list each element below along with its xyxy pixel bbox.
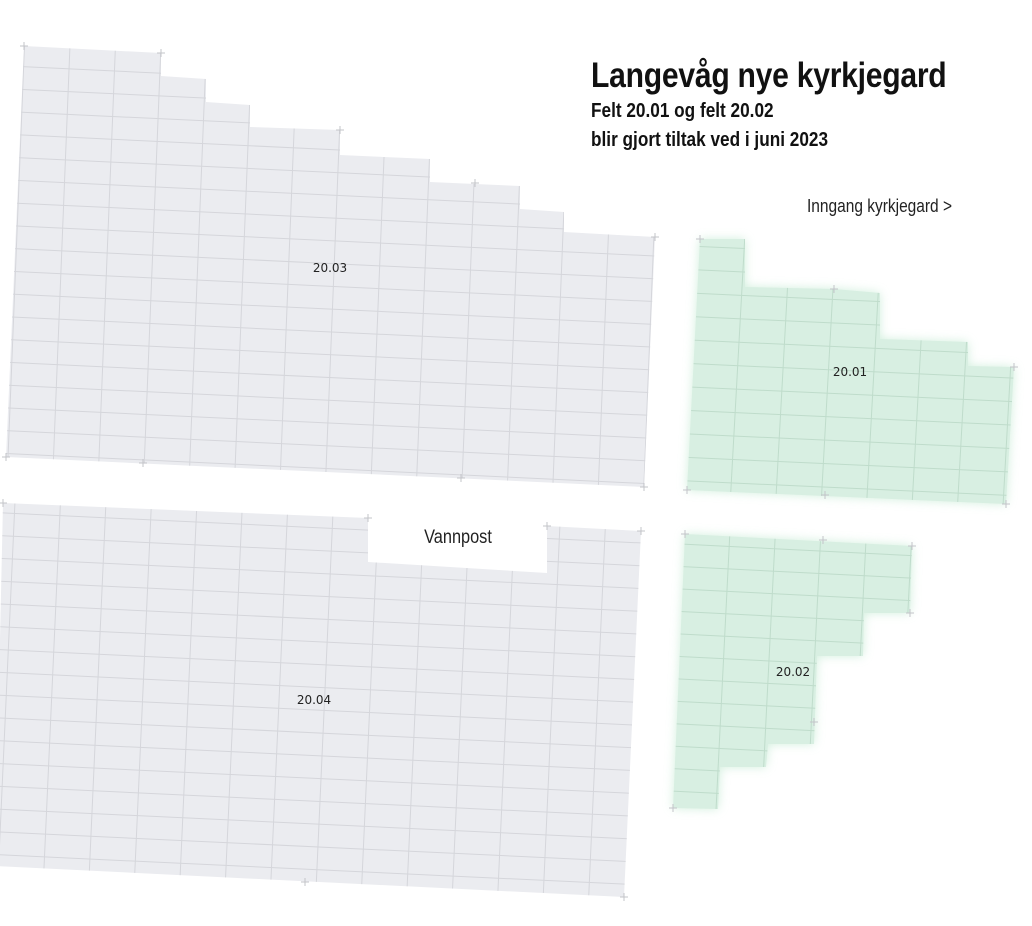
grid-line — [687, 337, 1014, 356]
grid-line — [0, 579, 641, 613]
grid-line — [687, 431, 1014, 450]
grid-line — [0, 647, 641, 682]
grid-line — [6, 269, 655, 304]
grid-line — [6, 406, 655, 441]
grid-line — [640, 835, 930, 850]
grid-line — [41, 503, 62, 897]
corner-markers — [0, 42, 1018, 901]
grid-line — [6, 314, 655, 349]
grid-line — [0, 693, 641, 727]
field-20-04-shape[interactable] — [0, 503, 641, 897]
grid-line — [0, 602, 641, 636]
subtitle-line-2: blir gjort tiltak ved i juni 2023 — [591, 129, 829, 151]
grid-line — [714, 534, 732, 809]
grid-line — [142, 46, 163, 487]
grid-line — [6, 337, 655, 372]
grid-line — [640, 857, 930, 872]
grid-line — [687, 408, 1014, 427]
page-title: Langevåg nye kyrkjegard — [591, 56, 947, 95]
grid-line — [187, 46, 208, 487]
grid-line — [6, 428, 655, 463]
grid-line — [6, 292, 655, 327]
grid-line — [6, 246, 655, 281]
grid-line — [178, 503, 198, 897]
grid-line — [314, 503, 335, 897]
grid-line — [0, 852, 641, 887]
grid-line — [223, 503, 244, 897]
field-20-04-label: 20.04 — [297, 693, 331, 707]
grid-line — [6, 383, 655, 418]
grid-line — [687, 455, 1014, 474]
field-20-03-shape[interactable] — [6, 46, 655, 487]
grid-line — [673, 564, 912, 580]
grid-line — [6, 46, 26, 487]
grid-line — [6, 451, 655, 486]
grid-line — [0, 807, 641, 841]
title-block: Langevåg nye kyrkjegard Felt 20.01 og fe… — [591, 56, 1004, 152]
grid-line — [687, 478, 1014, 497]
grid-line — [0, 670, 641, 704]
grid-line — [0, 624, 641, 659]
grid-line — [51, 46, 72, 487]
grid-line — [687, 502, 1014, 504]
water-post: Vannpost — [424, 526, 492, 547]
grid-line — [96, 46, 117, 487]
entrance-link[interactable]: Inngang kyrkjegard > — [807, 196, 953, 216]
grid-line — [673, 541, 912, 557]
field-20-01-label: 20.01 — [833, 365, 867, 379]
grid-line — [132, 503, 153, 897]
grid-line — [0, 899, 660, 926]
subtitle-line-1: Felt 20.01 og felt 20.02 — [591, 100, 774, 122]
field-20-02[interactable]: 20.02 — [624, 510, 930, 872]
grid-line — [640, 812, 930, 827]
grid-line — [269, 503, 289, 897]
field-20-02-shape[interactable] — [673, 534, 912, 809]
grid-line — [673, 586, 912, 602]
grid-line — [642, 46, 655, 487]
grid-line — [0, 503, 16, 897]
field-20-02-label: 20.02 — [776, 665, 810, 679]
grid-line — [587, 503, 608, 897]
grid-line — [728, 239, 747, 504]
grid-line — [0, 784, 641, 818]
grid-line — [0, 761, 641, 796]
field-20-01[interactable]: 20.01 — [638, 215, 1030, 543]
grid-line — [0, 738, 641, 773]
grid-line — [87, 503, 107, 897]
grid-line — [6, 223, 655, 258]
field-20-04[interactable]: 20.04 — [0, 489, 660, 926]
water-post-label: Vannpost — [424, 526, 492, 547]
field-20-03[interactable]: 20.03 — [0, 19, 680, 531]
grid-line — [0, 716, 641, 750]
grid-line — [687, 361, 1014, 380]
grid-line — [0, 556, 641, 590]
field-20-03-label: 20.03 — [313, 261, 347, 275]
grid-line — [687, 384, 1014, 403]
grid-line — [542, 503, 562, 897]
grid-line — [6, 46, 655, 53]
